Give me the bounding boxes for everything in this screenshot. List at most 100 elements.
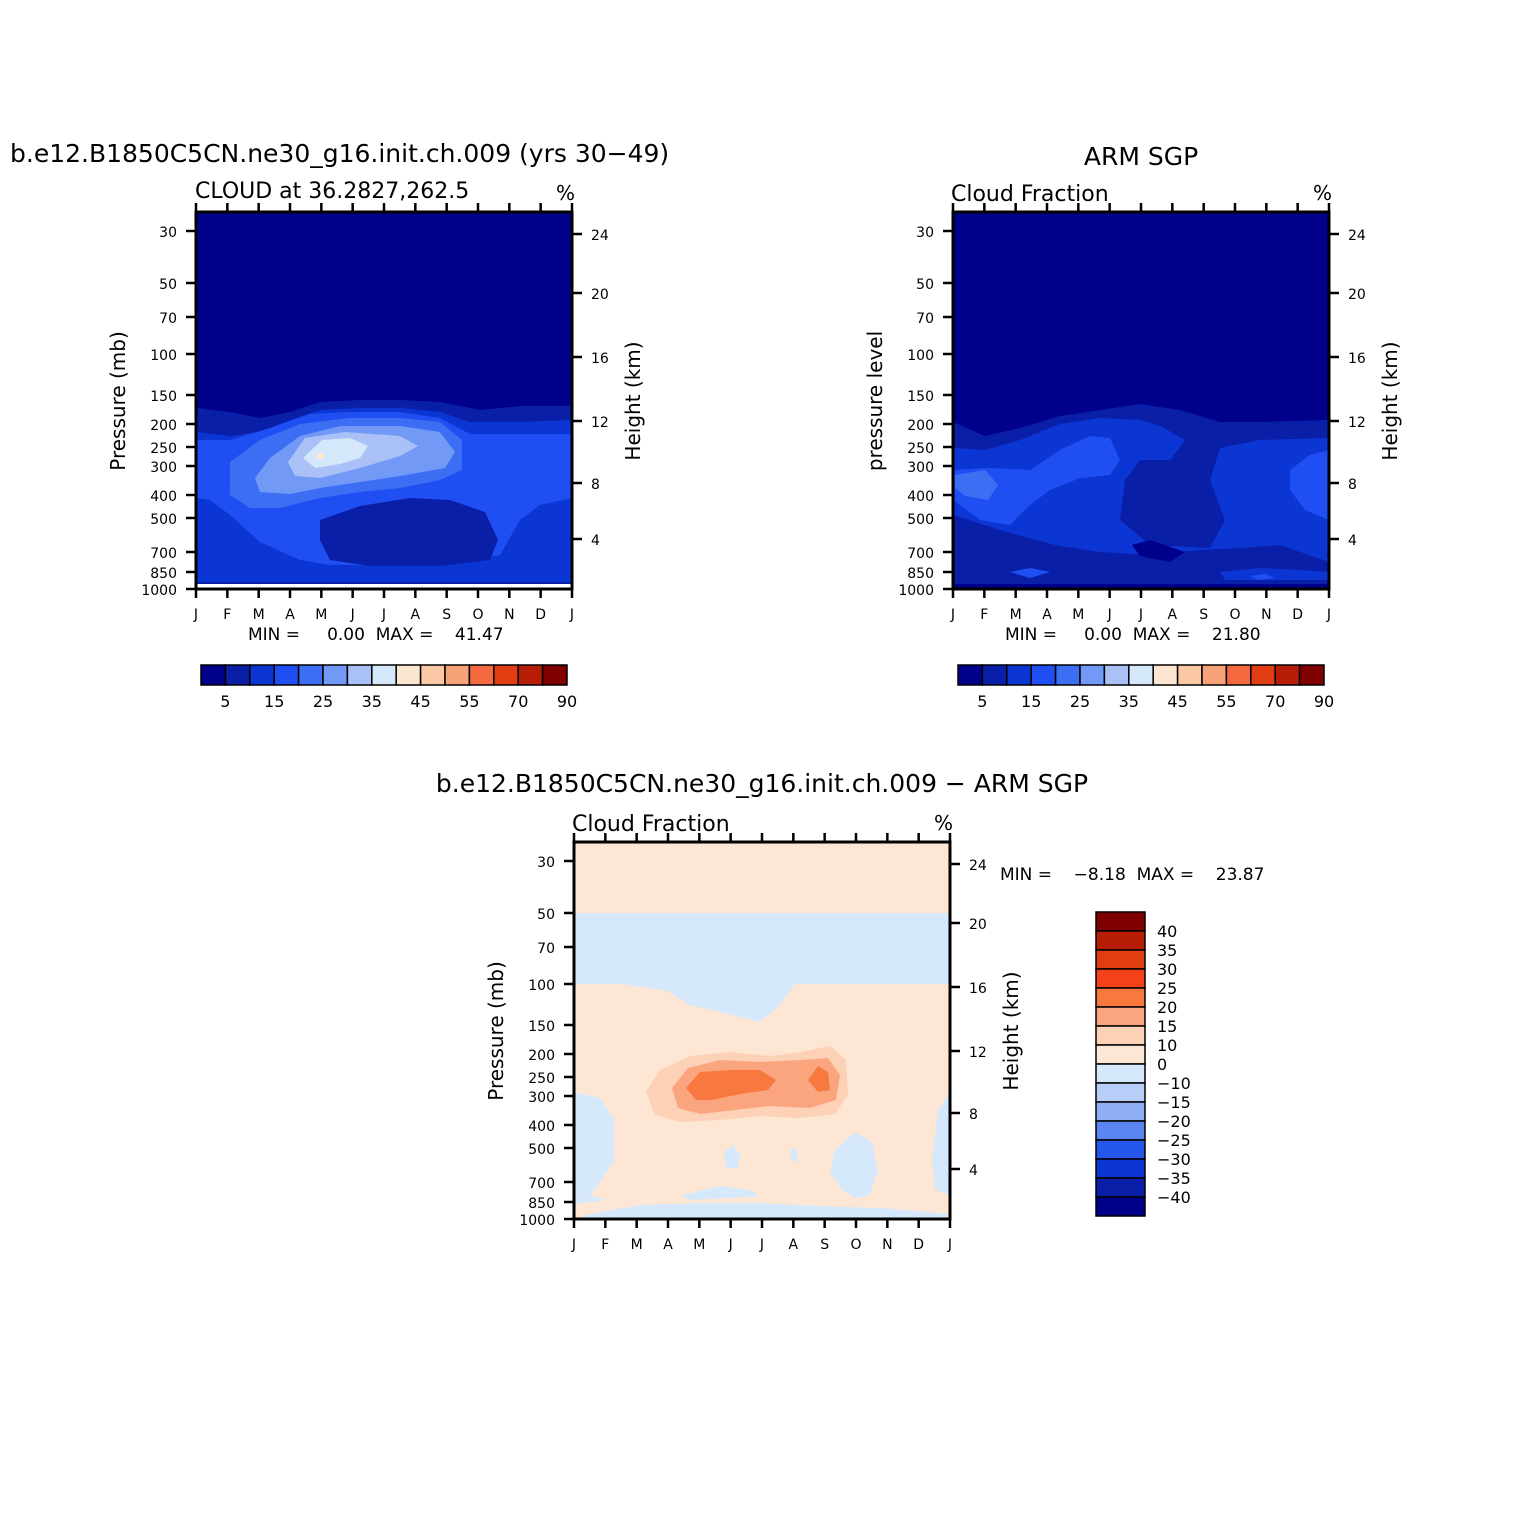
model-ytick-50: 50	[159, 277, 177, 293]
model-ylabel: Pressure (mb)	[106, 331, 130, 471]
obs-colorbar-swatch	[1274, 664, 1301, 686]
obs-colorbar-swatch	[1079, 664, 1106, 686]
model-xtick-label: N	[504, 607, 514, 623]
diff-ytick-70: 70	[537, 941, 555, 957]
model-colorbar-swatch	[224, 664, 251, 686]
model-y2tick-12: 12	[591, 415, 609, 431]
obs-y-axis: 30 50 70 100 150 200 250 300 400 500 700…	[898, 225, 934, 599]
obs-ytick-700: 700	[907, 546, 934, 562]
obs-y2tick-20: 20	[1348, 287, 1366, 303]
panel-obs: ARM SGP Cloud Fraction % 30 50 70 100 15…	[863, 142, 1402, 711]
model-colorbar-swatch	[541, 664, 568, 686]
diff-y2tick-12: 12	[969, 1045, 987, 1061]
model-xtick-label: A	[285, 607, 295, 623]
model-xtick-label: O	[472, 607, 483, 623]
obs-xtick-label: J	[1138, 607, 1143, 623]
diff-ytick-100: 100	[528, 978, 555, 994]
diff-colorbar-label: 30	[1157, 960, 1177, 979]
model-y-axis: 30 50 70 100 150 200 250 300 400 500 700…	[141, 225, 177, 599]
obs-xtick-label: M	[1010, 607, 1022, 623]
obs-colorbar-swatch	[1201, 664, 1228, 686]
model-colorbar-swatch	[297, 664, 324, 686]
diff-y2tick-20: 20	[969, 917, 987, 933]
diff-plot-field	[572, 840, 952, 1221]
model-colorbar-swatch	[493, 664, 519, 686]
diff-subtitle: Cloud Fraction	[572, 812, 730, 837]
obs-colorbar-label: 15	[1021, 692, 1041, 711]
obs-colorbar-swatch	[1250, 664, 1276, 686]
diff-xtick-label: A	[789, 1237, 799, 1253]
model-subtitle: CLOUD at 36.2827,262.5	[195, 179, 469, 204]
diff-colorbar-swatch	[1095, 987, 1146, 1008]
diff-units: %	[934, 811, 953, 835]
obs-minmax: MIN = 0.00 MAX = 21.80	[1005, 625, 1261, 645]
model-y2tick-16: 16	[591, 351, 609, 367]
model-colorbar-label: 55	[459, 692, 479, 711]
model-ytick-850: 850	[150, 566, 177, 582]
model-colorbar-swatch	[468, 664, 495, 686]
model-colorbar: 5 15 25 35 45 55 70 90	[200, 664, 577, 711]
obs-xtick-label: J	[1326, 607, 1331, 623]
diff-colorbar-label: −40	[1157, 1188, 1191, 1207]
diff-xtick-label: M	[693, 1237, 705, 1253]
obs-xtick-label: J	[1107, 607, 1112, 623]
diff-ylabel: Pressure (mb)	[484, 961, 508, 1101]
obs-colorbar-swatch	[957, 664, 984, 686]
model-colorbar-swatch	[395, 664, 422, 686]
diff-xtick-label: O	[850, 1237, 861, 1253]
diff-colorbar-label: 10	[1157, 1036, 1177, 1055]
model-ytick-500: 500	[150, 512, 177, 528]
diff-ytick-400: 400	[528, 1119, 555, 1135]
diff-colorbar-swatch	[1095, 1006, 1146, 1027]
model-colorbar-label: 90	[557, 692, 577, 711]
model-xtick-label: S	[442, 607, 451, 623]
obs-colorbar-label: 5	[977, 692, 987, 711]
model-colorbar-label: 25	[313, 692, 333, 711]
model-colorbar-label: 15	[264, 692, 284, 711]
model-ytick-300: 300	[150, 460, 177, 476]
model-xtick-label: J	[350, 607, 355, 623]
diff-xtick-label: J	[759, 1237, 764, 1253]
obs-ytick-300: 300	[907, 460, 934, 476]
model-colorbar-swatch	[517, 664, 544, 686]
model-colorbar-label: 45	[410, 692, 430, 711]
obs-ytick-150: 150	[907, 389, 934, 405]
obs-ytick-50: 50	[916, 277, 934, 293]
obs-colorbar-swatch	[1128, 664, 1154, 686]
diff-y-axis: 30 50 70 100 150 200 250 300 400 500 700…	[519, 855, 555, 1229]
diff-xtick-label: J	[728, 1237, 733, 1253]
diff-colorbar-label: −30	[1157, 1150, 1191, 1169]
obs-colorbar-label: 25	[1070, 692, 1090, 711]
diff-colorbar-label: 15	[1157, 1017, 1177, 1036]
obs-xtick-label: D	[1292, 607, 1303, 623]
diff-colorbar-swatch	[1095, 1101, 1146, 1122]
model-ytick-70: 70	[159, 311, 177, 327]
model-colorbar-swatch	[371, 664, 397, 686]
model-plot-field	[194, 210, 574, 591]
obs-colorbar-swatch	[1030, 664, 1057, 686]
model-colorbar-label: 5	[220, 692, 230, 711]
diff-colorbar-swatch	[1095, 1139, 1146, 1160]
model-ytick-250: 250	[150, 441, 177, 457]
diff-xtick-label: F	[601, 1237, 609, 1253]
diff-colorbar-label: −10	[1157, 1074, 1191, 1093]
diff-minmax: MIN = −8.18 MAX = 23.87	[1000, 865, 1264, 885]
model-ytick-150: 150	[150, 389, 177, 405]
obs-y2tick-4: 4	[1348, 533, 1357, 549]
obs-ytick-100: 100	[907, 348, 934, 364]
model-colorbar-swatch	[419, 664, 446, 686]
obs-ytick-30: 30	[916, 225, 934, 241]
model-colorbar-swatch	[322, 664, 349, 686]
diff-title: b.e12.B1850C5CN.ne30_g16.init.ch.009 − A…	[436, 769, 1088, 798]
model-ytick-100: 100	[150, 348, 177, 364]
diff-colorbar-swatch	[1095, 1196, 1146, 1217]
diff-colorbar-swatch	[1095, 1082, 1146, 1103]
diff-ytick-50: 50	[537, 907, 555, 923]
diff-colorbar-label: 40	[1157, 922, 1177, 941]
diff-y2tick-4: 4	[969, 1163, 978, 1179]
obs-xtick-label: A	[1042, 607, 1052, 623]
model-y2label: Height (km)	[621, 341, 645, 460]
model-units: %	[556, 181, 575, 205]
model-xtick-label: D	[535, 607, 546, 623]
